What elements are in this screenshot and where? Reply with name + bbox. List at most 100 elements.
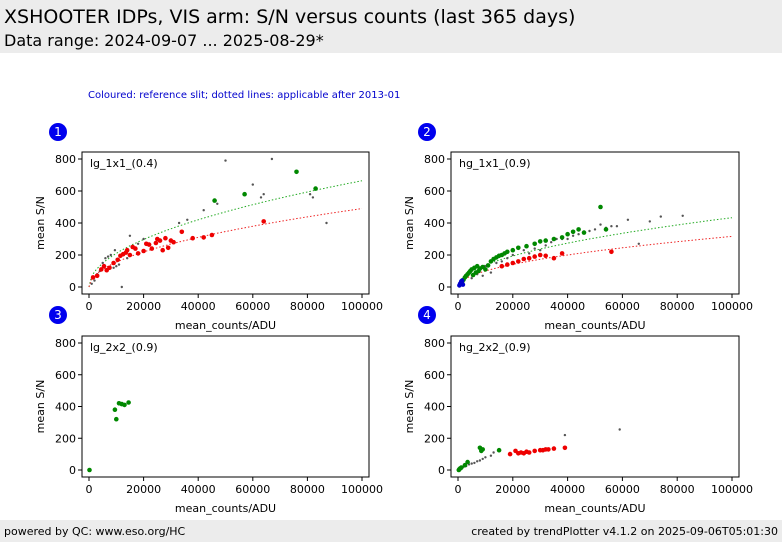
footer-created-by: created by trendPlotter v4.1.2 on 2025-0… <box>471 525 778 538</box>
data-point-other <box>142 237 145 241</box>
data-point-other <box>544 244 547 247</box>
data-point-other <box>571 234 575 237</box>
data-point-red <box>141 248 146 254</box>
data-point-other <box>136 242 140 245</box>
x-tick-label: 100000 <box>341 483 383 496</box>
data-point-other <box>495 261 498 265</box>
data-point-other <box>470 277 473 280</box>
y-tick-label: 200 <box>424 432 445 445</box>
data-point-red <box>201 235 206 240</box>
data-point-other <box>470 462 473 465</box>
data-point-red <box>559 251 565 256</box>
data-point-green <box>114 416 119 422</box>
axes-frame <box>450 335 740 478</box>
panel-number-badge <box>418 306 436 324</box>
data-point-other <box>528 252 531 255</box>
x-axis-label: mean_counts/ADU <box>175 319 276 332</box>
data-range-subtitle: Data range: 2024-09-07 ... 2025-08-29* <box>4 31 324 50</box>
data-point-red <box>171 239 176 245</box>
data-point-red <box>551 446 557 451</box>
data-point-red <box>90 275 96 280</box>
data-point-red <box>94 273 100 279</box>
page-title: XSHOOTER IDPs, VIS arm: S/N versus count… <box>4 6 576 28</box>
data-point-other <box>216 202 219 205</box>
data-point-other <box>489 271 493 274</box>
panel-label: hg_2x2_(0.9) <box>459 341 531 354</box>
x-tick-label: 60000 <box>605 300 640 313</box>
data-point-red <box>135 251 141 256</box>
x-tick-label: 0 <box>455 483 462 496</box>
plot-area <box>457 204 733 288</box>
x-tick-label: 60000 <box>605 483 640 496</box>
data-point-other <box>492 451 495 454</box>
data-point-green <box>510 247 516 253</box>
x-tick-label: 20000 <box>495 300 530 313</box>
chart-panel-3: 0 20000 40000 60000 80000 100000 0 200 400 600 800… <box>34 306 383 515</box>
data-point-red <box>157 238 163 243</box>
x-axis-label: mean_counts/ADU <box>175 502 276 515</box>
x-tick-label: 0 <box>86 483 93 496</box>
x-tick-label: 60000 <box>235 483 270 496</box>
data-point-red <box>127 252 133 258</box>
data-point-red <box>179 229 185 235</box>
panel-label: lg_2x2_(0.9) <box>90 341 158 354</box>
data-point-red <box>609 249 614 255</box>
data-point-red <box>507 451 513 457</box>
panel-label: hg_1x1_(0.9) <box>459 157 531 170</box>
data-point-green <box>212 198 217 203</box>
data-point-red <box>133 246 138 251</box>
x-tick-label: 0 <box>455 300 462 313</box>
data-point-other <box>563 433 567 437</box>
x-tick-label: 80000 <box>290 483 325 496</box>
data-point-green <box>565 231 570 237</box>
data-point-other <box>117 263 121 266</box>
data-point-green <box>551 236 557 242</box>
data-point-other <box>202 209 205 212</box>
data-point-other <box>104 257 107 260</box>
data-point-other <box>484 456 487 459</box>
panel-number: 4 <box>423 308 431 322</box>
data-point-green <box>462 462 468 468</box>
data-point-green <box>122 402 127 408</box>
data-point-other <box>511 253 514 257</box>
x-tick-label: 100000 <box>341 300 383 313</box>
data-point-other <box>473 461 476 465</box>
data-point-red <box>165 245 171 251</box>
y-tick-label: 200 <box>424 249 445 262</box>
data-point-other <box>112 266 115 269</box>
data-point-green <box>524 243 529 249</box>
data-point-red <box>261 219 267 224</box>
data-point-green <box>505 249 510 255</box>
data-point-red <box>526 450 532 455</box>
x-tick-label: 80000 <box>660 300 695 313</box>
data-point-red <box>209 232 215 238</box>
data-point-red <box>101 263 107 269</box>
panel-number-badge <box>49 123 67 141</box>
y-tick-label: 0 <box>69 281 76 294</box>
report-header: XSHOOTER IDPs, VIS arm: S/N versus count… <box>0 0 782 53</box>
x-tick-label: 0 <box>86 300 93 313</box>
data-point-other <box>539 249 542 252</box>
data-point-other <box>325 221 328 225</box>
data-point-other <box>550 241 553 244</box>
data-point-green <box>543 238 548 243</box>
data-point-other <box>577 233 580 236</box>
data-point-other <box>648 220 651 223</box>
x-tick-label: 40000 <box>550 483 585 496</box>
data-point-green <box>516 245 521 251</box>
y-tick-label: 200 <box>55 432 76 445</box>
data-point-green <box>532 241 537 247</box>
data-point-red <box>163 235 168 241</box>
fit-curve-red <box>457 235 733 288</box>
x-tick-label: 40000 <box>181 300 216 313</box>
data-point-other <box>481 274 484 277</box>
data-point-other <box>224 159 227 162</box>
fit-curve-green <box>457 217 733 288</box>
data-point-other <box>270 157 274 161</box>
data-point-other <box>618 428 621 431</box>
y-tick-label: 200 <box>55 249 76 262</box>
data-point-red <box>521 256 527 262</box>
data-point-other <box>251 183 254 186</box>
data-point-other <box>506 257 509 260</box>
